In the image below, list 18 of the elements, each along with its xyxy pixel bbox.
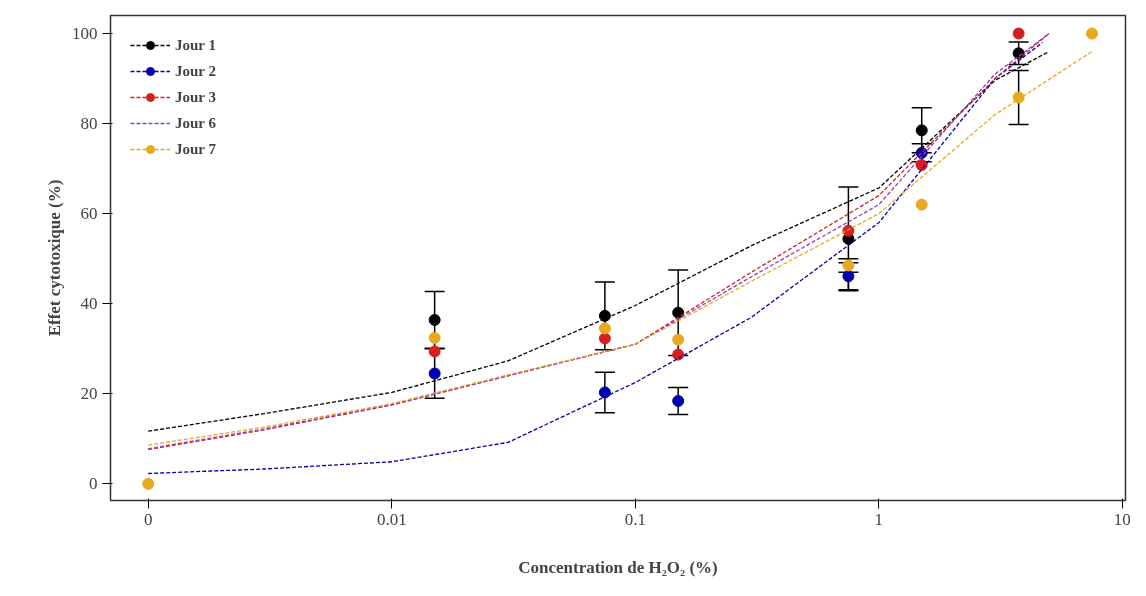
legend-label: Jour 6	[175, 114, 216, 132]
y-tick-label: 20	[80, 384, 98, 404]
y-tick-label: 60	[80, 204, 98, 224]
x-tick-label: 0.01	[376, 509, 407, 529]
legend-label: Jour 7	[175, 140, 216, 158]
y-tick-label: 100	[72, 24, 98, 44]
x-tick-label: 0	[143, 509, 153, 529]
x-tick-label: 1	[874, 509, 884, 529]
y-tick-label: 80	[80, 114, 98, 134]
x-axis-title: Concentration de H₂O₂ (%)	[518, 557, 718, 577]
x-tick-label: 10	[1113, 509, 1131, 529]
y-axis-title: Effet cytotoxique (%)	[45, 179, 64, 337]
y-tick-label: 0	[89, 474, 98, 494]
legend-label: Jour 1	[175, 36, 216, 54]
legend-label: Jour 2	[175, 62, 216, 80]
x-tick-label: 0.1	[624, 509, 646, 529]
legend-label: Jour 3	[175, 88, 216, 106]
y-tick-label: 40	[80, 294, 98, 314]
